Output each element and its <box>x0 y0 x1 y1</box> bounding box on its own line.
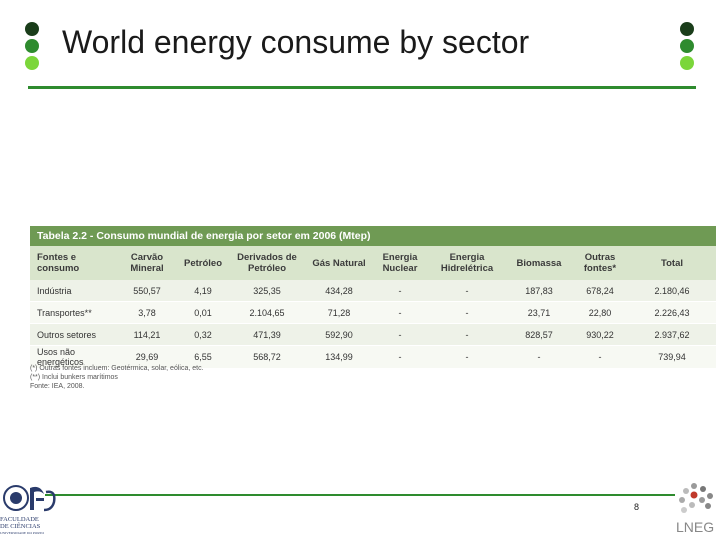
fc-logo-text: FACULDADE DE CIÊNCIAS UNIVERSIDADE DO PO… <box>0 516 60 537</box>
table-cell: 22,80 <box>572 301 628 324</box>
table-row: Outros setores 114,21 0,32 471,39 592,90… <box>30 323 716 346</box>
column-header: Derivados de Petróleo <box>228 246 306 280</box>
table-cell: Transportes** <box>30 301 116 324</box>
column-header: Outras fontes* <box>572 246 628 280</box>
dot-dark <box>680 22 694 36</box>
column-header: Total <box>628 246 716 280</box>
table-title: Tabela 2.2 - Consumo mundial de energia … <box>30 226 716 246</box>
table-cell: 550,57 <box>116 280 178 302</box>
column-header: Carvão Mineral <box>116 246 178 280</box>
table-cell: - <box>372 323 428 346</box>
table-cell: - <box>506 345 572 369</box>
fc-logo-line: DE CIÊNCIAS <box>0 523 41 530</box>
energy-table: Tabela 2.2 - Consumo mundial de energia … <box>30 226 716 369</box>
column-header: Gás Natural <box>306 246 372 280</box>
table-cell: 471,39 <box>228 323 306 346</box>
table-cell: 6,55 <box>178 345 228 369</box>
data-table: Fontes e consumo Carvão Mineral Petróleo… <box>30 246 716 369</box>
table-cell: 678,24 <box>572 280 628 302</box>
table-cell: - <box>372 345 428 369</box>
table-cell: 2.104,65 <box>228 301 306 324</box>
table-cell: Indústria <box>30 280 116 302</box>
header-row: Fontes e consumo Carvão Mineral Petróleo… <box>30 246 716 280</box>
table-cell: 114,21 <box>116 323 178 346</box>
dot-light <box>25 56 39 70</box>
table-cell: 187,83 <box>506 280 572 302</box>
table-cell: 3,78 <box>116 301 178 324</box>
dot-light <box>680 56 694 70</box>
table-cell: 2.180,46 <box>628 280 716 302</box>
table-notes: (*) Outras fontes incluem: Geotérmica, s… <box>30 364 204 391</box>
fc-logo-line: FACULDADE <box>0 516 39 523</box>
column-header: Energia Nuclear <box>372 246 428 280</box>
table-cell: Usos não energéticos <box>30 345 116 369</box>
table-cell: Outros setores <box>30 323 116 346</box>
table-cell: 71,28 <box>306 301 372 324</box>
column-header: Fontes e consumo <box>30 246 116 280</box>
table-cell: - <box>572 345 628 369</box>
table-cell: 29,69 <box>116 345 178 369</box>
column-header: Petróleo <box>178 246 228 280</box>
table-cell: 592,90 <box>306 323 372 346</box>
slide-title: World energy consume by sector <box>62 24 530 60</box>
lneg-logo-text: LNEG <box>676 519 714 535</box>
table-cell: 930,22 <box>572 323 628 346</box>
table-cell: 134,99 <box>306 345 372 369</box>
page-number: 8 <box>634 502 640 512</box>
table-cell: 2.226,43 <box>628 301 716 324</box>
dot-mid <box>25 39 39 53</box>
table-cell: 0,01 <box>178 301 228 324</box>
decorative-dots-left <box>25 22 45 73</box>
fc-logo-line: UNIVERSIDADE DO PORTO <box>0 531 45 535</box>
note-line: (*) Outras fontes incluem: Geotérmica, s… <box>30 365 204 372</box>
fc-logo <box>3 485 56 512</box>
table-cell: - <box>372 301 428 324</box>
table-cell: 828,57 <box>506 323 572 346</box>
column-header: Energia Hidrelétrica <box>428 246 506 280</box>
dot-dark <box>25 22 39 36</box>
table-cell: 0,32 <box>178 323 228 346</box>
table-row: Indústria 550,57 4,19 325,35 434,28 - - … <box>30 280 716 302</box>
table-row: Usos não energéticos 29,69 6,55 568,72 1… <box>30 345 716 369</box>
title-divider <box>28 86 696 89</box>
footer-divider <box>45 494 675 496</box>
note-line: (**) Inclui bunkers marítimos <box>30 374 118 381</box>
lneg-logo: LNEG <box>676 483 714 535</box>
note-line: Fonte: IEA, 2008. <box>30 383 85 390</box>
table-cell: 325,35 <box>228 280 306 302</box>
table-cell: - <box>428 301 506 324</box>
column-header: Biomassa <box>506 246 572 280</box>
table-cell: 568,72 <box>228 345 306 369</box>
table-cell: 434,28 <box>306 280 372 302</box>
table-cell: 2.937,62 <box>628 323 716 346</box>
table-cell: - <box>428 345 506 369</box>
table-cell: - <box>428 323 506 346</box>
table-row: Transportes** 3,78 0,01 2.104,65 71,28 -… <box>30 301 716 324</box>
dot-mid <box>680 39 694 53</box>
table-cell: 23,71 <box>506 301 572 324</box>
table-cell: 739,94 <box>628 345 716 369</box>
table-cell: - <box>428 280 506 302</box>
table-cell: 4,19 <box>178 280 228 302</box>
decorative-dots-right <box>680 22 700 73</box>
table-cell: - <box>372 280 428 302</box>
